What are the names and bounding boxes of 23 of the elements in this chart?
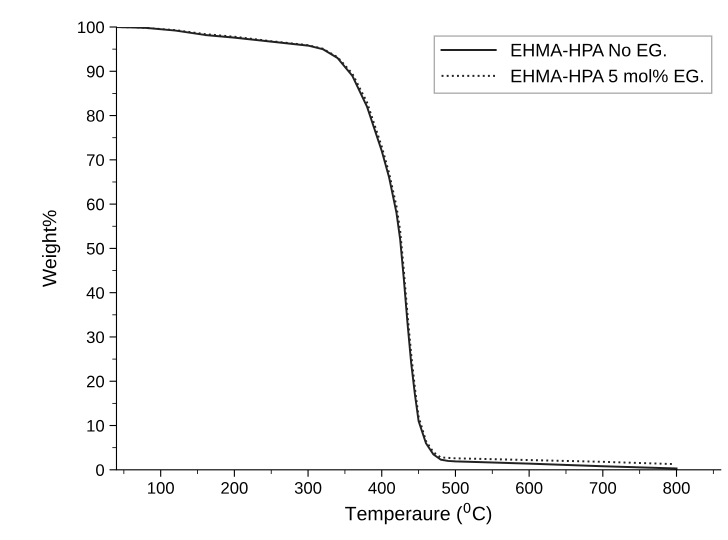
x-tick-label: 800 — [663, 482, 690, 494]
x-tick-label: 600 — [516, 482, 542, 494]
x-tick-label: 200 — [221, 482, 248, 494]
x-tick-label: 100 — [148, 482, 174, 494]
y-tick-label: 20 — [86, 376, 104, 388]
y-tick-label: 40 — [86, 287, 104, 299]
y-tick-label: 80 — [86, 110, 104, 122]
legend-label: EHMA-HPA No EG. — [512, 44, 666, 57]
x-axis-title: Temperaure ($^{0}$C) — [345, 502, 492, 524]
y-tick-label: 30 — [86, 331, 104, 344]
y-tick-label: 10 — [87, 420, 104, 432]
x-tick-label: 300 — [294, 482, 322, 494]
y-tick-label: 60 — [86, 198, 104, 210]
legend-label: EHMA-HPA 5 mol% EG. — [512, 69, 703, 82]
y-axis-title: Weight% — [42, 210, 60, 288]
x-tick-label: 500 — [442, 482, 469, 494]
x-tick-label: 400 — [368, 482, 396, 494]
y-tick-label: 0 — [96, 464, 104, 476]
y-tick-label: 90 — [86, 66, 104, 78]
y-tick-label: 100 — [78, 21, 104, 34]
x-tick-label: 700 — [590, 482, 616, 494]
y-tick-label: 70 — [86, 154, 104, 166]
y-tick-label: 50 — [86, 242, 104, 255]
